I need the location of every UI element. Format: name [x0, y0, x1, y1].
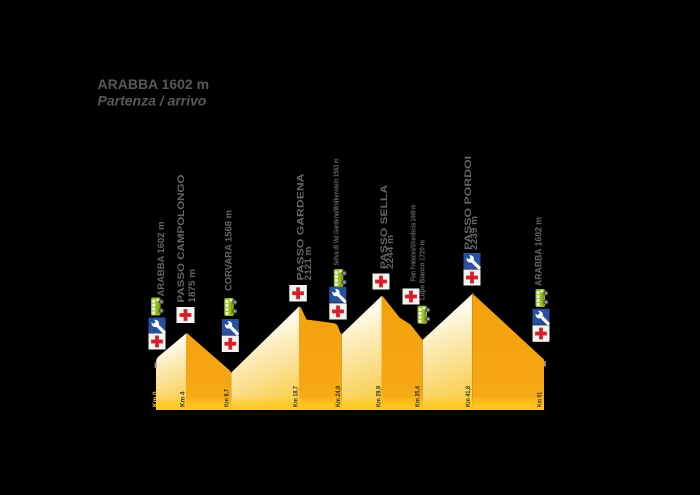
svg-text:PASSO CAMPOLONGO: PASSO CAMPOLONGO	[175, 174, 186, 302]
svg-text:1875 m: 1875 m	[186, 269, 197, 303]
svg-text:Pian Frataces/Gherdecia 1449 m: Pian Frataces/Gherdecia 1449 m	[411, 205, 418, 282]
svg-text:Km 9,7: Km 9,7	[224, 389, 231, 407]
svg-text:2239 m: 2239 m	[469, 216, 480, 250]
svg-text:Km 41,8: Km 41,8	[465, 386, 472, 407]
svg-text:Km 4: Km 4	[180, 391, 187, 407]
svg-text:Km 18,7: Km 18,7	[293, 386, 300, 407]
svg-text:Km 0: Km 0	[152, 391, 159, 407]
svg-text:Lupo Bianco 1720 m: Lupo Bianco 1720 m	[420, 240, 427, 300]
svg-text:Selva di Val Gardena/Wolkenste: Selva di Val Gardena/Wolkenstein 1563 m	[334, 159, 341, 266]
svg-text:Km 51: Km 51	[537, 392, 544, 407]
svg-text:Km 35,4: Km 35,4	[415, 386, 422, 407]
svg-text:Km 29,9: Km 29,9	[376, 386, 383, 407]
svg-text:2244 m: 2244 m	[385, 235, 396, 269]
svg-text:PASSO SELLA: PASSO SELLA	[378, 185, 389, 269]
svg-text:2121 m: 2121 m	[302, 246, 313, 280]
svg-text:Partenza / arrivo: Partenza / arrivo	[98, 93, 207, 109]
svg-text:PASSO GARDENA: PASSO GARDENA	[295, 174, 306, 281]
svg-text:ARABBA 1602 m: ARABBA 1602 m	[155, 221, 166, 296]
svg-text:ARABBA 1602 m: ARABBA 1602 m	[98, 76, 210, 92]
svg-text:PASSO PORDOI: PASSO PORDOI	[462, 156, 473, 250]
svg-text:CORVARA 1568 m: CORVARA 1568 m	[223, 210, 234, 291]
svg-text:Km 24,9: Km 24,9	[335, 386, 342, 407]
svg-text:ARABBA 1602 m: ARABBA 1602 m	[533, 217, 544, 286]
